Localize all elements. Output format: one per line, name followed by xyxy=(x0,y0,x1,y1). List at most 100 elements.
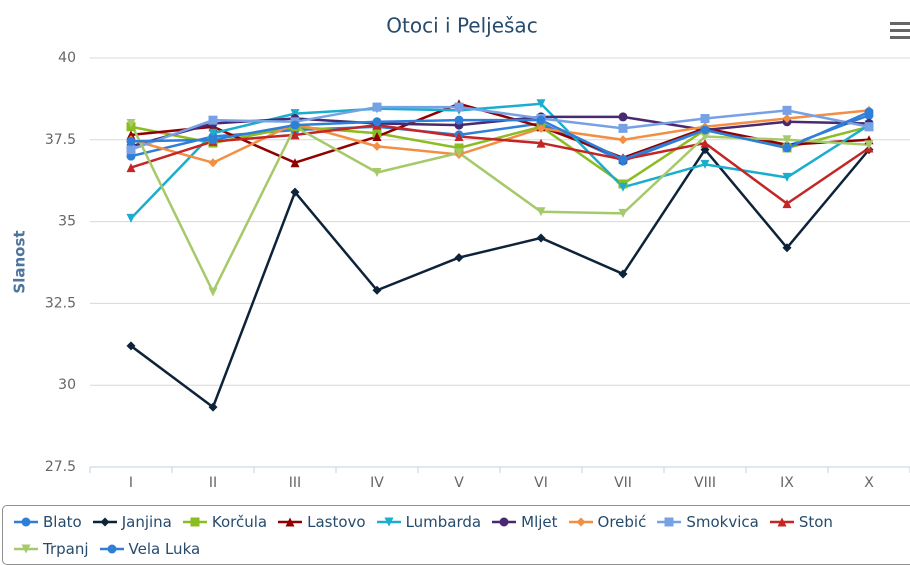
series-line xyxy=(130,105,870,151)
legend-item[interactable]: Korčula xyxy=(182,512,267,532)
marker xyxy=(126,213,136,223)
marker xyxy=(372,141,382,151)
menu-bar xyxy=(890,22,910,25)
marker xyxy=(290,158,300,168)
series-line xyxy=(130,102,870,220)
legend-symbol xyxy=(92,517,117,527)
marker xyxy=(454,102,464,112)
marker xyxy=(700,132,710,142)
marker xyxy=(700,125,710,135)
marker xyxy=(290,130,300,140)
marker xyxy=(21,544,31,554)
legend-item[interactable]: Smokvica xyxy=(656,512,759,532)
marker xyxy=(290,120,300,130)
marker xyxy=(777,517,787,527)
y-axis-label: Slanost xyxy=(11,230,29,293)
legend-symbol xyxy=(769,517,794,527)
marker xyxy=(454,148,464,158)
legend-symbol xyxy=(376,517,401,527)
marker xyxy=(536,99,546,109)
marker xyxy=(372,168,382,178)
legend-item[interactable]: Janjina xyxy=(92,512,172,532)
marker xyxy=(782,243,792,253)
marker xyxy=(536,207,546,217)
marker xyxy=(372,102,382,112)
marker xyxy=(208,128,218,138)
marker xyxy=(290,187,300,197)
legend-label: Trpanj xyxy=(43,540,89,558)
y-tick-label: 40 xyxy=(58,50,76,66)
legend-item[interactable]: Trpanj xyxy=(13,539,89,559)
marker xyxy=(864,122,874,132)
legend-label: Vela Luka xyxy=(128,540,201,558)
marker xyxy=(618,123,628,133)
legend-item[interactable]: Lastovo xyxy=(277,512,366,532)
legend-symbol xyxy=(492,517,517,527)
legend-symbol xyxy=(99,544,124,554)
marker xyxy=(372,285,382,295)
marker xyxy=(700,138,710,148)
marker xyxy=(499,517,509,527)
marker xyxy=(126,145,136,155)
marker xyxy=(372,117,382,127)
x-tick-label: II xyxy=(209,475,217,491)
legend-item[interactable]: Lumbarda xyxy=(376,512,482,532)
marker xyxy=(126,130,136,140)
legend-label: Janjina xyxy=(121,513,172,531)
marker xyxy=(664,517,674,527)
legend-item[interactable]: Mljet xyxy=(491,512,558,532)
marker xyxy=(454,132,464,142)
x-tick-label: V xyxy=(454,475,464,491)
marker xyxy=(864,140,874,150)
legend-label: Lastovo xyxy=(307,513,366,531)
marker xyxy=(454,115,464,125)
legend-label: Mljet xyxy=(521,513,558,531)
legend-label: Orebić xyxy=(597,513,647,531)
menu-button[interactable] xyxy=(890,22,910,39)
marker xyxy=(285,517,295,527)
marker xyxy=(384,517,394,527)
legend-item[interactable]: Vela Luka xyxy=(99,539,201,559)
marker xyxy=(536,123,546,133)
marker xyxy=(536,233,546,243)
marker xyxy=(864,107,874,117)
marker xyxy=(618,269,628,279)
marker xyxy=(208,287,218,297)
legend-label: Korčula xyxy=(211,513,268,531)
series-line xyxy=(130,102,870,165)
legend-symbol xyxy=(568,517,593,527)
legend-item[interactable]: Blato xyxy=(13,512,82,532)
legend: Blato Janjina Korčula Lastovo Lumbarda Mljet O… xyxy=(2,505,910,565)
series-line xyxy=(130,109,870,165)
x-tick-label: VI xyxy=(534,475,548,491)
x-tick-label: IV xyxy=(370,475,384,491)
series-line xyxy=(130,123,870,206)
y-tick-label: 27.5 xyxy=(45,459,76,475)
legend-item[interactable]: Orebić xyxy=(568,512,647,532)
marker xyxy=(126,341,136,351)
legend-label: Blato xyxy=(43,513,82,531)
marker xyxy=(700,159,710,169)
marker xyxy=(126,136,136,146)
legend-symbol xyxy=(14,544,38,554)
marker xyxy=(454,143,464,153)
marker xyxy=(208,402,218,412)
marker xyxy=(536,138,546,148)
marker xyxy=(290,109,300,119)
x-tick-label: III xyxy=(289,475,301,491)
legend-symbol xyxy=(278,517,303,527)
marker xyxy=(618,112,628,122)
marker xyxy=(618,208,628,218)
legend-item[interactable]: Ston xyxy=(769,512,833,532)
marker xyxy=(126,118,136,128)
legend-label: Lumbarda xyxy=(405,513,482,531)
marker xyxy=(536,115,546,125)
menu-bar xyxy=(890,36,910,39)
chart-title: Otoci i Pelješac xyxy=(386,14,537,38)
y-tick-label: 35 xyxy=(58,214,76,230)
x-tick-label: VIII xyxy=(694,475,716,491)
chart: Otoci i Pelješac Slanost 27.5 30 32.5 35 37.… xyxy=(11,14,910,491)
marker xyxy=(190,517,200,527)
legend-label: Ston xyxy=(798,513,833,531)
